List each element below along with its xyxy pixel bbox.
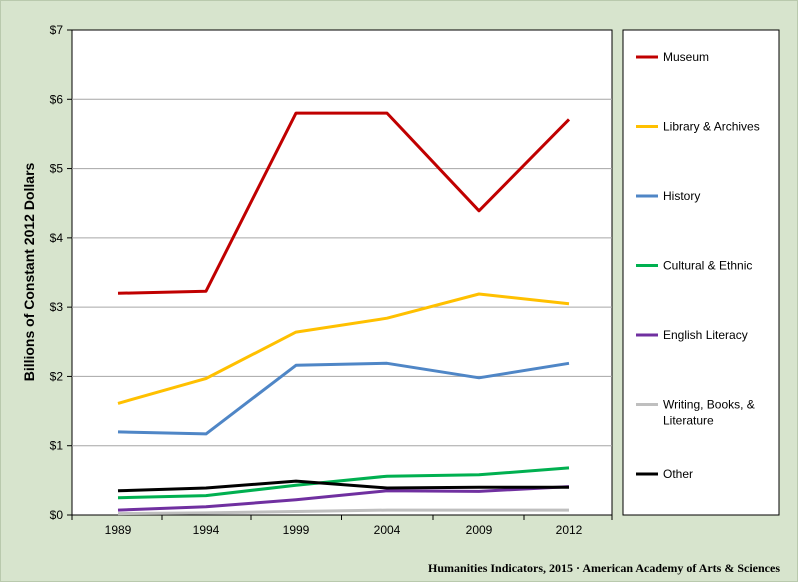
y-tick-label: $7 [50, 23, 64, 37]
y-tick-label: $5 [50, 162, 64, 176]
y-tick-label: $2 [50, 369, 64, 383]
legend-label-museum: Museum [663, 50, 709, 64]
y-tick-label: $6 [50, 92, 64, 106]
y-tick-label: $3 [50, 300, 64, 314]
legend-items: Museum Library & Archives History Cultural … [636, 50, 760, 481]
y-tick-label: $0 [50, 508, 64, 522]
x-tick-label: 1989 [105, 523, 132, 537]
source-credit: Humanities Indicators, 2015 · American A… [428, 561, 780, 575]
y-axis-title: Billions of Constant 2012 Dollars [21, 162, 37, 381]
x-tick-label: 2012 [556, 523, 583, 537]
y-tick-label: $1 [50, 439, 64, 453]
series-line-other [117, 479, 569, 493]
x-tick-label: 2004 [374, 523, 401, 537]
y-axis: $0 $1 $2 $3 $4 $5 $6 $7 [50, 23, 72, 522]
x-tick-label: 2009 [466, 523, 493, 537]
series-line-library-archives [117, 292, 570, 405]
legend-label-cultural-ethnic: Cultural & Ethnic [663, 259, 752, 273]
x-tick-label: 1994 [193, 523, 220, 537]
series-line-writing-books-literature [117, 508, 569, 516]
legend-label-writing-books-literature: Writing, Books, & Literature [663, 398, 755, 428]
legend [622, 29, 780, 516]
series-line-cultural-ethnic [117, 466, 570, 500]
x-tick-label: 1999 [283, 523, 310, 537]
x-axis: 1989 1994 1999 2004 2009 2012 [71, 515, 613, 537]
legend-label-other: Other [663, 467, 693, 481]
y-tick-label: $4 [50, 231, 64, 245]
plot-area [71, 29, 613, 516]
series-line-museum [117, 111, 571, 295]
series-line-history [117, 361, 570, 436]
series-lines [117, 111, 571, 516]
legend-label-library-archives: Library & Archives [663, 120, 760, 134]
series-line-english-literacy [117, 485, 570, 512]
legend-label-english-literacy: English Literacy [663, 328, 748, 342]
legend-label-history: History [663, 189, 700, 203]
